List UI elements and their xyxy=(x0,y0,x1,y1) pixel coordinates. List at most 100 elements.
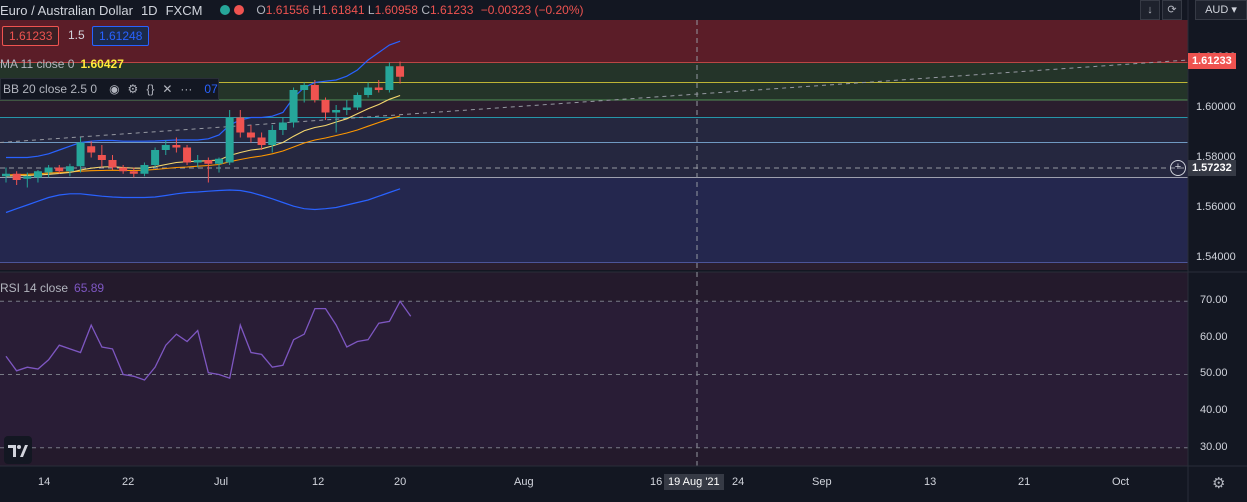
candle-body xyxy=(151,150,160,165)
exchange-label: FXCM xyxy=(165,2,203,18)
price-tick-label: 1.56000 xyxy=(1196,200,1236,213)
candle-body xyxy=(183,147,192,163)
candle-body xyxy=(321,100,330,113)
time-tick-label: 22 xyxy=(122,476,135,488)
time-tick-label: 13 xyxy=(924,476,937,488)
crosshair-date-tag: 19 Aug '21 xyxy=(664,474,724,490)
bb-legend[interactable]: BB 20 close 2.5 0 ◉ ⚙ {} ✕ ··· 07 xyxy=(0,78,219,100)
price-pane-bg xyxy=(0,20,1188,270)
time-tick-label: Sep xyxy=(812,476,832,488)
candle-body xyxy=(140,165,149,174)
ma-label: MA 11 close 0 xyxy=(0,57,75,71)
time-tick-label: Aug xyxy=(514,476,534,488)
change-value: −0.00323 (−0.20%) xyxy=(480,3,584,17)
rsi-tick-label: 60.00 xyxy=(1200,330,1228,343)
candle-body xyxy=(310,85,319,100)
time-tick-label: 20 xyxy=(394,476,407,488)
candle-body xyxy=(257,137,266,145)
tradingview-logo[interactable] xyxy=(4,436,32,464)
price-tick-label: 1.54000 xyxy=(1196,250,1236,263)
high-value: 1.61841 xyxy=(321,3,365,17)
time-tick-label: 12 xyxy=(312,476,325,488)
sell-button[interactable]: 1.61233 xyxy=(2,26,60,46)
close-value: 1.61233 xyxy=(430,3,474,17)
time-tick-label: Oct xyxy=(1112,476,1130,488)
rsi-label: RSI 14 close xyxy=(0,281,69,295)
candle-body xyxy=(87,146,96,153)
candle-body xyxy=(215,158,223,164)
candle-body xyxy=(172,145,181,148)
candle-body xyxy=(76,142,85,167)
rsi-tick-label: 50.00 xyxy=(1200,367,1228,380)
candle-body xyxy=(65,166,74,172)
alert-status-icon xyxy=(234,5,245,15)
crosshair-price-tag: 1.57232 xyxy=(1188,160,1236,176)
candle-body xyxy=(353,95,362,108)
candle-body xyxy=(97,155,106,160)
candle-body xyxy=(23,176,32,179)
buy-button[interactable]: 1.61248 xyxy=(92,26,150,46)
ma-line xyxy=(5,94,401,177)
candle-body xyxy=(161,145,170,150)
add-alert-icon[interactable]: + xyxy=(1170,160,1186,176)
candle-body xyxy=(289,90,298,123)
candle-body xyxy=(108,160,117,168)
bb-lower-line xyxy=(5,188,401,214)
close-icon[interactable]: ✕ xyxy=(162,82,173,96)
candle-body xyxy=(342,107,351,110)
rsi-tick-label: 70.00 xyxy=(1200,294,1228,307)
gear-icon[interactable]: ⚙ xyxy=(1212,475,1226,492)
candle-body xyxy=(246,132,255,138)
bb-value: 07 xyxy=(204,82,218,96)
bb-upper-line xyxy=(6,40,401,159)
eye-icon[interactable]: ◉ xyxy=(109,82,120,96)
bb-label: BB 20 close 2.5 0 xyxy=(3,82,98,96)
candle-body xyxy=(33,171,42,178)
chart-header: Euro / Australian Dollar 1D FXCM O1.6155… xyxy=(0,0,583,20)
ma-legend[interactable]: MA 11 close 0 1.60427 xyxy=(0,57,124,71)
candle-body xyxy=(332,110,341,113)
candle-body xyxy=(385,66,394,90)
trend-line xyxy=(0,59,1189,143)
interval-label[interactable]: 1D xyxy=(140,2,158,18)
last-price-tag: 1.61233 xyxy=(1188,53,1236,69)
symbol-name[interactable]: Euro / Australian Dollar xyxy=(0,2,133,18)
time-tick-label: 16 xyxy=(650,476,663,488)
candle-body xyxy=(119,167,128,172)
rsi-value: 65.89 xyxy=(74,281,105,295)
gear-icon[interactable]: ⚙ xyxy=(127,82,139,96)
candle-body xyxy=(55,167,64,172)
candle-body xyxy=(374,87,383,90)
candle-body xyxy=(204,160,213,164)
candle-body xyxy=(225,117,234,163)
ohlc-readout: O1.61556 H1.61841 L1.60958 C1.61233 −0.0… xyxy=(256,3,584,17)
time-tick-label: 21 xyxy=(1018,476,1031,488)
braces-icon[interactable]: {} xyxy=(146,82,155,96)
rsi-line xyxy=(5,300,412,381)
arrow-down-icon[interactable]: ↓ xyxy=(1140,0,1160,20)
low-value: 1.60958 xyxy=(374,3,418,17)
candle-body xyxy=(300,85,309,90)
price-tick-label: 1.58000 xyxy=(1196,150,1236,163)
candle-body xyxy=(396,66,405,77)
rsi-legend[interactable]: RSI 14 close 65.89 xyxy=(0,281,104,295)
spread-value: 1.5 xyxy=(68,28,85,42)
candle-body xyxy=(193,160,202,163)
candle-body xyxy=(268,130,277,145)
refresh-icon[interactable]: ⟳ xyxy=(1162,0,1182,20)
candle-body xyxy=(2,173,10,177)
rsi-tick-label: 30.00 xyxy=(1200,440,1228,453)
candle-body xyxy=(364,87,373,95)
currency-selector[interactable]: AUD ▾ xyxy=(1195,0,1247,20)
price-zone xyxy=(0,177,1188,263)
more-icon[interactable]: ··· xyxy=(180,82,193,96)
open-value: 1.61556 xyxy=(265,3,310,17)
price-zone xyxy=(0,20,1188,63)
time-tick-label: 24 xyxy=(732,476,745,488)
candle-body xyxy=(278,122,287,130)
candle-body xyxy=(12,173,21,180)
time-tick-label: Jul xyxy=(214,476,229,488)
price-tick-label: 1.60000 xyxy=(1196,100,1236,113)
candle-body xyxy=(129,171,138,174)
